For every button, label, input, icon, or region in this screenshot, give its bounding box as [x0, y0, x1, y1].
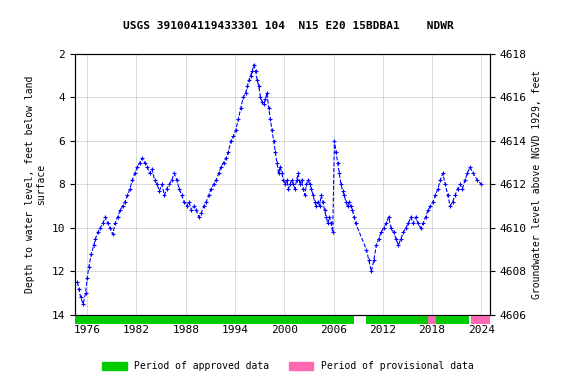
Bar: [366, 315, 469, 324]
Y-axis label: Depth to water level, feet below land
surface: Depth to water level, feet below land su…: [25, 76, 46, 293]
Bar: [428, 315, 436, 324]
Y-axis label: Groundwater level above NGVD 1929, feet: Groundwater level above NGVD 1929, feet: [532, 70, 542, 299]
Bar: [75, 315, 354, 324]
Text: USGS 391004119433301 104  N15 E20 15BDBA1    NDWR: USGS 391004119433301 104 N15 E20 15BDBA1…: [123, 21, 453, 31]
Legend: Period of approved data, Period of provisional data: Period of approved data, Period of provi…: [98, 358, 478, 375]
Bar: [471, 315, 490, 324]
